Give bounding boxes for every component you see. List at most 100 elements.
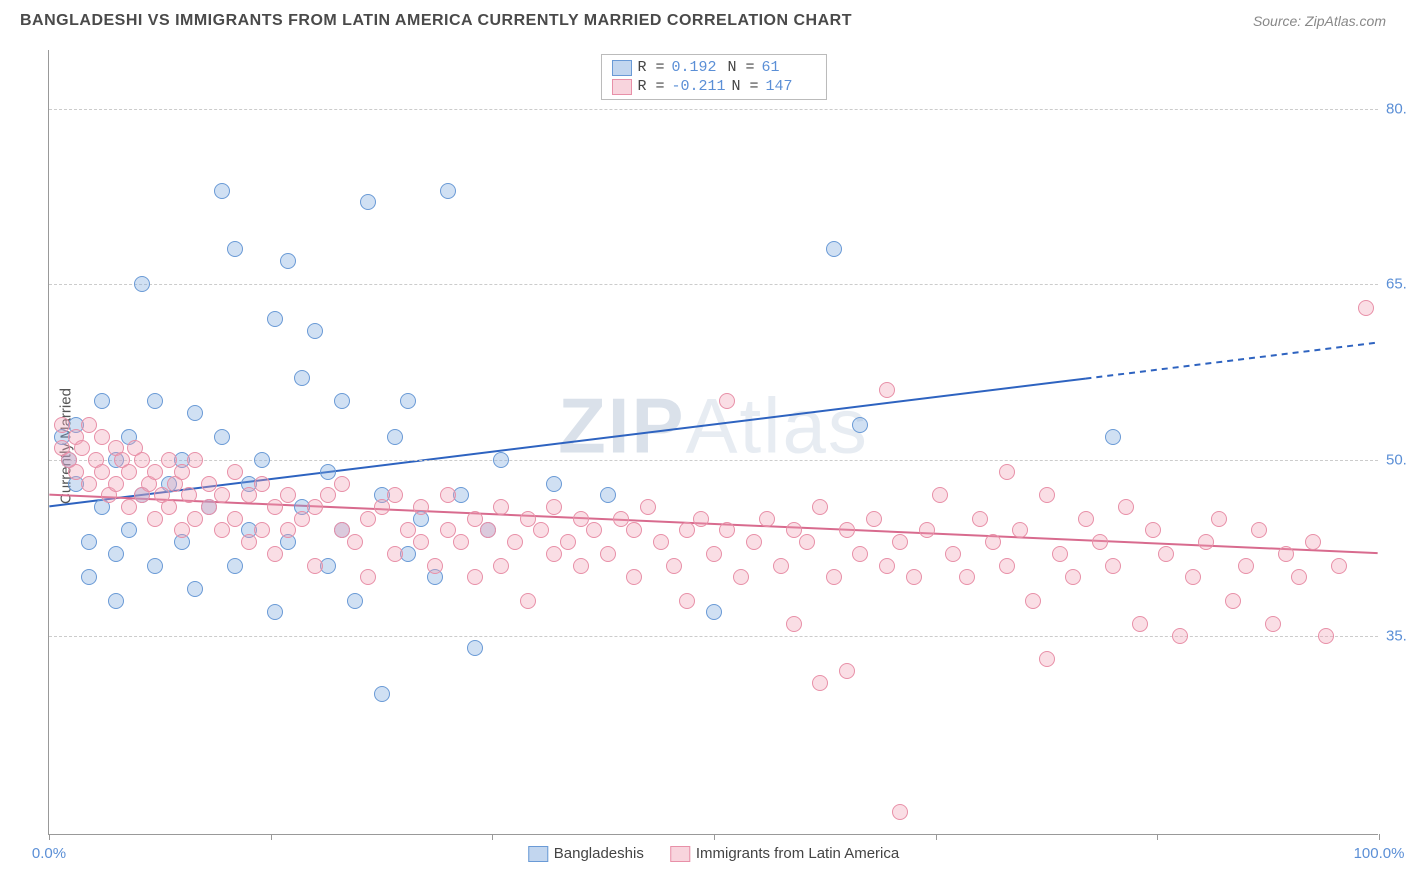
- data-point: [81, 534, 97, 550]
- data-point: [147, 393, 163, 409]
- data-point: [334, 393, 350, 409]
- data-point: [679, 593, 695, 609]
- data-point: [400, 393, 416, 409]
- data-point: [267, 311, 283, 327]
- data-point: [906, 569, 922, 585]
- data-point: [1158, 546, 1174, 562]
- data-point: [520, 511, 536, 527]
- data-point: [1238, 558, 1254, 574]
- data-point: [1132, 616, 1148, 632]
- data-point: [214, 487, 230, 503]
- data-point: [1065, 569, 1081, 585]
- data-point: [945, 546, 961, 562]
- data-point: [480, 522, 496, 538]
- data-point: [121, 499, 137, 515]
- data-point: [134, 452, 150, 468]
- data-point: [347, 534, 363, 550]
- x-tick-mark: [1157, 834, 1158, 840]
- data-point: [1012, 522, 1028, 538]
- data-point: [254, 452, 270, 468]
- gridline-horizontal: [49, 284, 1378, 285]
- data-point: [1198, 534, 1214, 550]
- x-tick-mark: [492, 834, 493, 840]
- data-point: [626, 522, 642, 538]
- data-point: [227, 558, 243, 574]
- data-point: [666, 558, 682, 574]
- data-point: [467, 640, 483, 656]
- data-point: [493, 499, 509, 515]
- data-point: [413, 499, 429, 515]
- data-point: [360, 194, 376, 210]
- data-point: [1039, 651, 1055, 667]
- x-tick-mark: [271, 834, 272, 840]
- data-point: [852, 546, 868, 562]
- legend-swatch: [528, 846, 548, 862]
- data-point: [214, 522, 230, 538]
- data-point: [1185, 569, 1201, 585]
- data-point: [360, 511, 376, 527]
- data-point: [360, 569, 376, 585]
- data-point: [613, 511, 629, 527]
- data-point: [600, 487, 616, 503]
- legend-series-item: Immigrants from Latin America: [670, 845, 899, 862]
- data-point: [1278, 546, 1294, 562]
- data-point: [201, 499, 217, 515]
- data-point: [387, 429, 403, 445]
- data-point: [467, 511, 483, 527]
- data-point: [187, 405, 203, 421]
- x-tick-mark: [714, 834, 715, 840]
- data-point: [1118, 499, 1134, 515]
- data-point: [866, 511, 882, 527]
- legend-swatch: [611, 79, 631, 95]
- data-point: [1291, 569, 1307, 585]
- data-point: [280, 522, 296, 538]
- data-point: [533, 522, 549, 538]
- data-point: [147, 558, 163, 574]
- data-point: [214, 183, 230, 199]
- data-point: [892, 534, 908, 550]
- data-point: [400, 522, 416, 538]
- data-point: [174, 464, 190, 480]
- data-point: [201, 476, 217, 492]
- data-point: [546, 546, 562, 562]
- y-tick-label: 65.0%: [1386, 276, 1406, 293]
- data-point: [706, 604, 722, 620]
- series-legend: Bangladeshis Immigrants from Latin Americ…: [528, 845, 899, 862]
- data-point: [307, 499, 323, 515]
- data-point: [626, 569, 642, 585]
- data-point: [181, 487, 197, 503]
- data-point: [147, 464, 163, 480]
- data-point: [440, 183, 456, 199]
- data-point: [214, 429, 230, 445]
- data-point: [81, 569, 97, 585]
- data-point: [972, 511, 988, 527]
- data-point: [586, 522, 602, 538]
- data-point: [94, 393, 110, 409]
- data-point: [374, 686, 390, 702]
- correlation-stats-legend: R =0.192N =61R =-0.211N =147: [600, 54, 826, 100]
- data-point: [1092, 534, 1108, 550]
- data-point: [307, 558, 323, 574]
- legend-series-item: Bangladeshis: [528, 845, 644, 862]
- data-point: [74, 440, 90, 456]
- data-point: [932, 487, 948, 503]
- gridline-horizontal: [49, 109, 1378, 110]
- data-point: [1172, 628, 1188, 644]
- data-point: [1358, 300, 1374, 316]
- data-point: [147, 511, 163, 527]
- data-point: [68, 464, 84, 480]
- legend-stats-row: R =-0.211N =147: [611, 77, 815, 96]
- data-point: [733, 569, 749, 585]
- data-point: [174, 522, 190, 538]
- data-point: [600, 546, 616, 562]
- data-point: [799, 534, 815, 550]
- data-point: [959, 569, 975, 585]
- data-point: [453, 534, 469, 550]
- y-tick-label: 35.0%: [1386, 627, 1406, 644]
- y-tick-label: 80.0%: [1386, 100, 1406, 117]
- data-point: [746, 534, 762, 550]
- data-point: [134, 276, 150, 292]
- data-point: [879, 382, 895, 398]
- data-point: [427, 558, 443, 574]
- data-point: [108, 476, 124, 492]
